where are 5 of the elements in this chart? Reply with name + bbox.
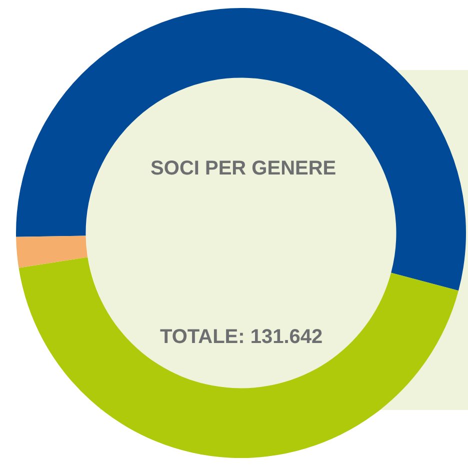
- donut-slice: [16, 8, 466, 291]
- text: SOCI PER GENERE: [150, 157, 336, 180]
- donut-slice: [16, 236, 88, 268]
- text: TOTALE: 131.642: [160, 326, 323, 348]
- donut-slice: [18, 257, 458, 458]
